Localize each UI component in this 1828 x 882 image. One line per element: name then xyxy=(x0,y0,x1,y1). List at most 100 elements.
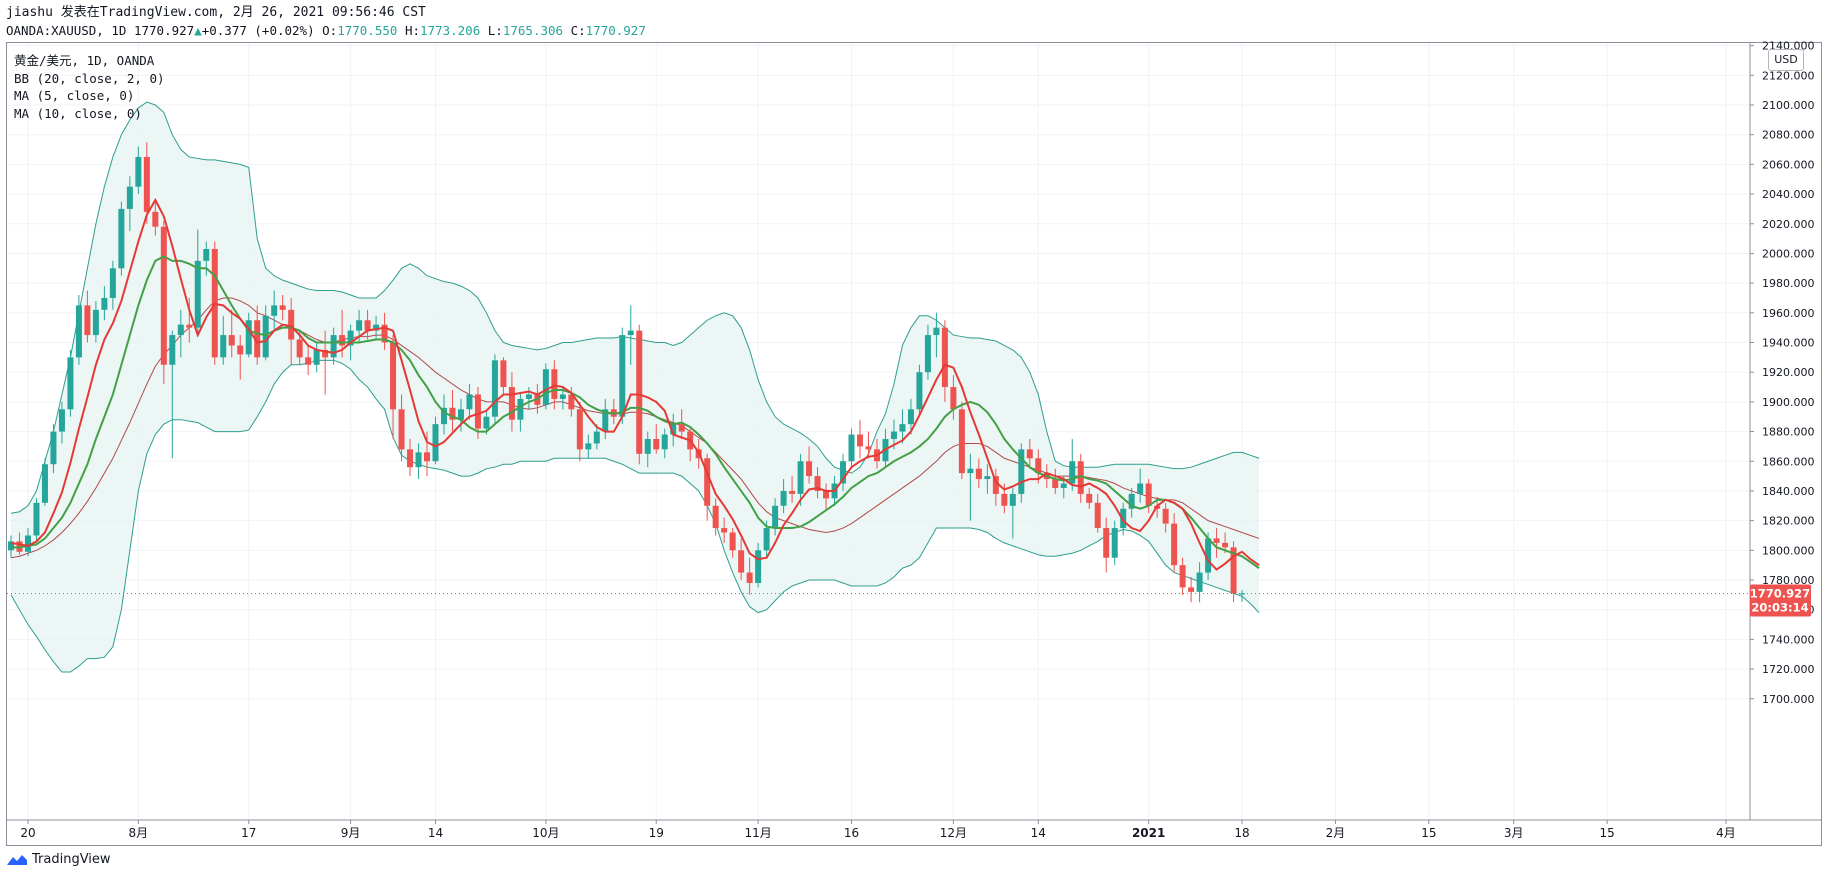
candle-body xyxy=(381,324,388,343)
candle-body xyxy=(466,394,473,410)
candle-body xyxy=(627,330,634,336)
candle-body xyxy=(92,309,99,336)
candle-body xyxy=(432,424,439,462)
candle-body xyxy=(237,345,244,355)
candle-body xyxy=(194,260,201,328)
chart-frame[interactable] xyxy=(6,42,1822,846)
candle-body xyxy=(398,409,405,450)
candle-body xyxy=(746,572,753,583)
candle-body xyxy=(1213,538,1220,543)
candle-body xyxy=(8,541,14,551)
candle-body xyxy=(619,335,626,417)
candle-body xyxy=(169,335,176,365)
price-tick-label: 1720.000 xyxy=(1762,663,1815,676)
candle-body xyxy=(823,490,830,499)
time-tick-label: 8月 xyxy=(129,826,149,840)
candle-body xyxy=(780,490,787,506)
candle-body xyxy=(738,550,745,573)
chart-header: jiashu 发表在TradingView.com, 2月 26, 2021 0… xyxy=(6,4,646,40)
candle-body xyxy=(58,409,65,432)
candle-body xyxy=(670,424,677,435)
ma10-line xyxy=(11,255,1260,569)
candle-body xyxy=(1103,528,1110,558)
candle-body xyxy=(525,394,532,399)
candle-body xyxy=(958,409,965,474)
candle-body xyxy=(457,409,464,420)
candle-body xyxy=(933,327,940,336)
indicator-legend: 黄金/美元, 1D, OANDA BB (20, close, 2, 0) MA… xyxy=(14,52,165,122)
brand-name[interactable]: TradingView xyxy=(32,852,111,867)
candle-body xyxy=(1205,538,1212,573)
candle-body xyxy=(992,476,999,494)
candle-body xyxy=(322,349,329,358)
candle-body xyxy=(941,327,948,388)
ma5-line xyxy=(10,197,1260,571)
high-value: 1773.206 xyxy=(420,23,481,38)
candle-body xyxy=(491,360,498,417)
legend-ma5[interactable]: MA (5, close, 0) xyxy=(14,88,135,103)
time-tick-label: 2月 xyxy=(1326,826,1346,840)
candle-body xyxy=(390,342,397,410)
candle-body xyxy=(288,309,295,340)
candle-body xyxy=(347,330,354,346)
candle-body xyxy=(220,335,227,358)
candle-body xyxy=(254,320,261,358)
price-tick-label: 2040.000 xyxy=(1762,188,1815,201)
candle-body xyxy=(1137,483,1144,494)
time-tick-label: 9月 xyxy=(341,826,361,840)
candle-body xyxy=(339,335,346,346)
low-value: 1765.306 xyxy=(502,23,564,38)
candle-body xyxy=(542,369,549,405)
author-name[interactable]: jiashu xyxy=(6,5,53,20)
candles xyxy=(8,142,1246,603)
candle-body xyxy=(1069,461,1076,484)
symbol: OANDA:XAUUSD, xyxy=(6,23,104,38)
price-tick-label: 1820.000 xyxy=(1762,515,1815,528)
time-tick-label: 11月 xyxy=(744,826,771,840)
close-label: C: xyxy=(570,23,586,38)
candle-body xyxy=(1222,542,1229,548)
legend-title[interactable]: 黄金/美元, 1D, OANDA xyxy=(14,53,155,68)
candle-body xyxy=(118,208,125,269)
time-tick-label: 3月 xyxy=(1504,826,1524,840)
bollinger-bands xyxy=(10,101,1260,673)
candle-body xyxy=(1162,508,1169,524)
price-axis[interactable]: 2140.0002120.0002100.0002080.0002060.000… xyxy=(1749,40,1815,820)
candle-body xyxy=(661,434,668,450)
price-tick-label: 2100.000 xyxy=(1762,99,1815,112)
candle-body xyxy=(67,357,74,410)
candle-body xyxy=(203,248,210,261)
candle-body xyxy=(364,320,371,331)
candle-body xyxy=(101,297,108,310)
candle-body xyxy=(1230,547,1237,594)
candle-body xyxy=(186,324,193,328)
candle-body xyxy=(1111,528,1118,558)
candle-body xyxy=(1239,593,1246,595)
legend-ma10[interactable]: MA (10, close, 0) xyxy=(14,105,142,121)
legend-bb[interactable]: BB (20, close, 2, 0) xyxy=(14,70,165,86)
candle-body xyxy=(1128,493,1135,509)
candle-body xyxy=(33,502,40,536)
candle-body xyxy=(50,431,57,465)
candle-body xyxy=(424,452,431,462)
candle-body xyxy=(1060,483,1067,488)
candle-body xyxy=(1001,493,1008,506)
candle-body xyxy=(712,505,719,529)
candle-body xyxy=(814,476,821,491)
time-axis[interactable]: 20 8月 17 9月 14 10月 19 11月 16 12月 14 2021 18 2月 15 3月 15 4… xyxy=(7,819,1821,840)
time-tick-label: 20 xyxy=(20,826,35,840)
candle-body xyxy=(313,349,320,365)
time-tick-label: 17 xyxy=(241,826,256,840)
candle-body xyxy=(84,305,91,336)
candle-body xyxy=(653,438,660,450)
tradingview-logo-icon xyxy=(7,854,27,865)
price-tick-label: 1840.000 xyxy=(1762,485,1815,498)
last-price-box xyxy=(1750,584,1811,617)
candle-body xyxy=(296,339,303,358)
currency-badge[interactable]: USD xyxy=(1768,49,1804,71)
candle-body xyxy=(772,505,779,529)
price-tick-label: 2000.000 xyxy=(1762,247,1815,260)
candle-body xyxy=(228,335,235,346)
